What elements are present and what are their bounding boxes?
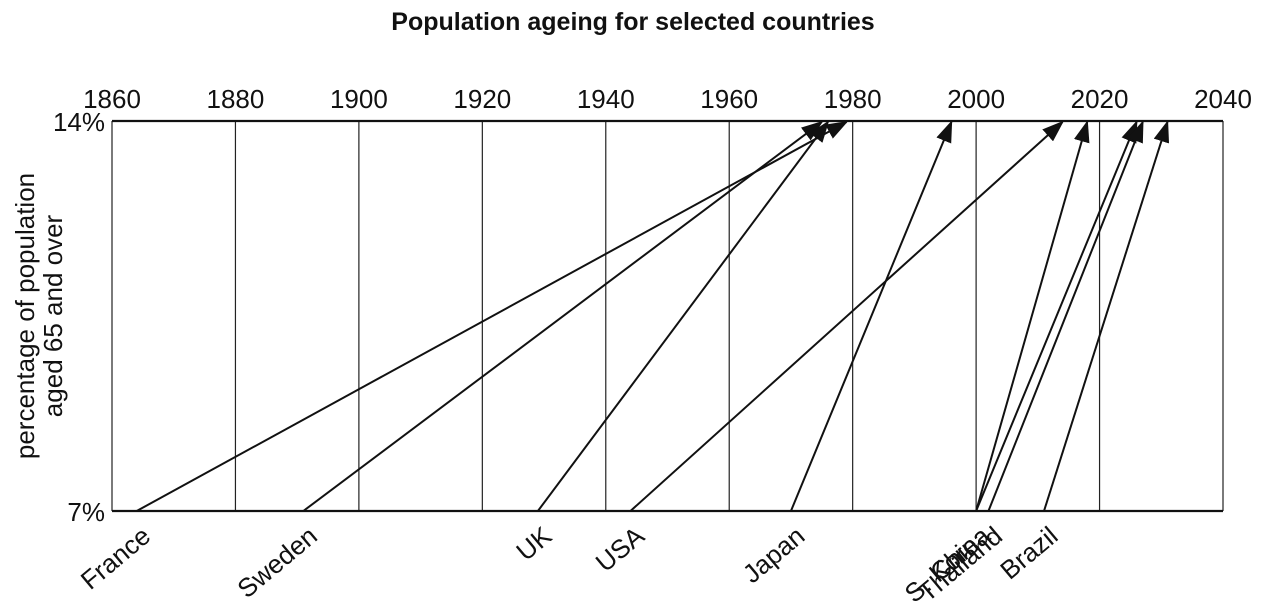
x-tick-1920: 1920 — [453, 84, 511, 114]
arrow-uk — [537, 120, 830, 512]
x-tick-2040: 2040 — [1194, 84, 1252, 114]
x-tick-1860: 1860 — [83, 84, 141, 114]
arrow-japan — [790, 120, 953, 512]
arrow-s-korea — [975, 120, 1090, 512]
label-uk: UK — [510, 520, 557, 567]
y-axis-label: percentage of population aged 65 and ove… — [10, 173, 68, 459]
y-axis-label-line2: aged 65 and over — [38, 214, 68, 417]
country-arrows — [136, 120, 1170, 512]
x-tick-1900: 1900 — [330, 84, 388, 114]
x-tick-1980: 1980 — [824, 84, 882, 114]
chart-title: Population ageing for selected countries — [391, 8, 875, 36]
x-tick-1940: 1940 — [577, 84, 635, 114]
x-tick-1960: 1960 — [700, 84, 758, 114]
arrow-thailand — [987, 120, 1144, 512]
country-labels: France Sweden UK USA Japan S. KoreaChinaThail… — [75, 520, 1064, 608]
label-sweden: Sweden — [231, 520, 322, 603]
label-japan: Japan — [737, 520, 811, 589]
arrow-france — [136, 121, 849, 512]
label-brazil: Brazil — [994, 520, 1063, 585]
y-tick-labels: 14% 7% — [53, 107, 105, 527]
label-usa: USA — [590, 520, 651, 578]
axes — [112, 119, 1223, 513]
arrow-usa — [629, 120, 1065, 512]
x-tick-1880: 1880 — [207, 84, 265, 114]
arrow-brazil — [1043, 120, 1170, 512]
x-tick-labels: 1860 1880 1900 1920 1940 1960 1980 2000 2020 2040 — [83, 84, 1252, 114]
y-tick-14: 14% — [53, 107, 105, 137]
x-tick-2000: 2000 — [947, 84, 1005, 114]
arrow-china — [975, 120, 1138, 512]
y-axis-label-line1: percentage of population — [10, 173, 40, 459]
grid-lines — [111, 121, 1224, 511]
arrow-sweden — [302, 120, 824, 512]
x-tick-2020: 2020 — [1071, 84, 1129, 114]
label-france: France — [75, 520, 156, 595]
y-tick-7: 7% — [67, 497, 105, 527]
